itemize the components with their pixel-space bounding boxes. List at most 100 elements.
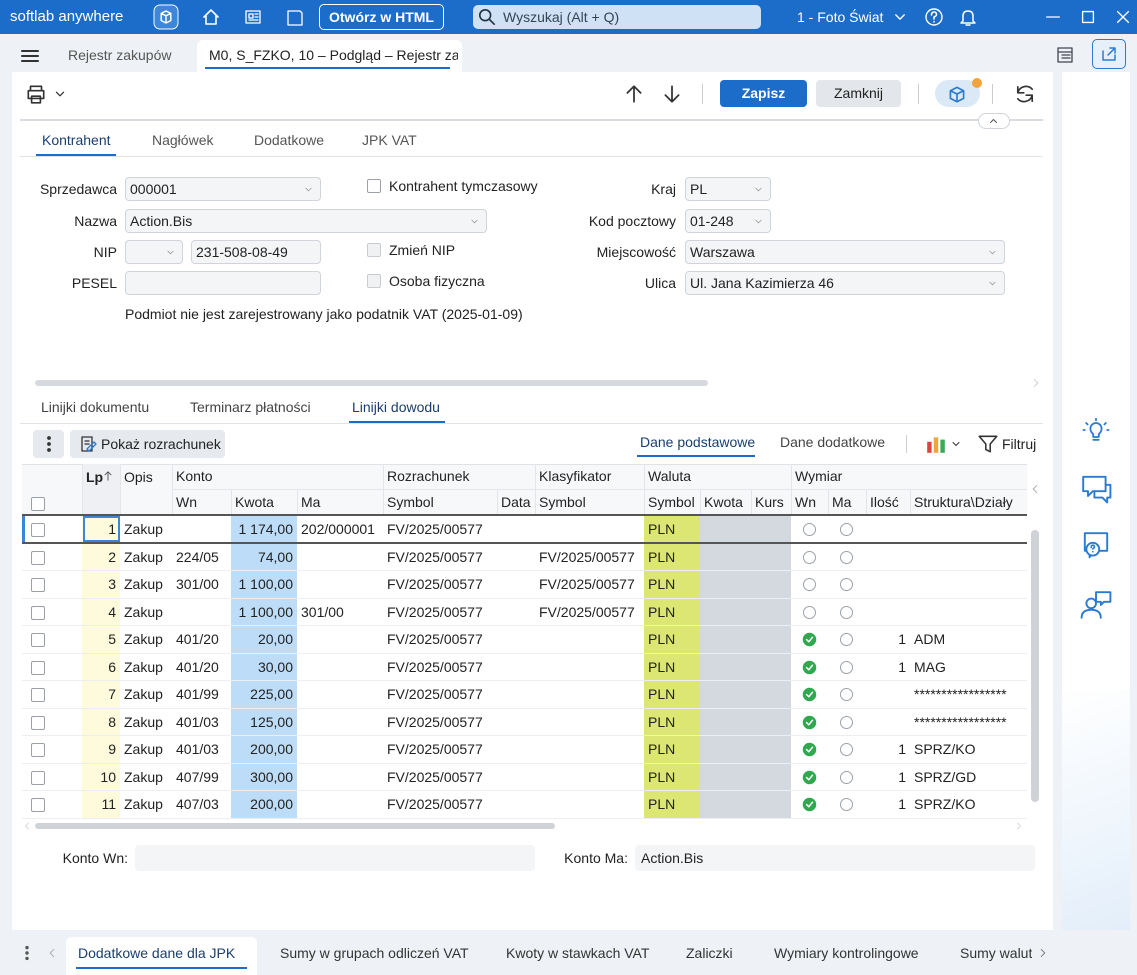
dimension-radio[interactable] bbox=[839, 742, 854, 757]
filter-button[interactable]: Filtruj bbox=[1002, 436, 1037, 452]
dimension-radio[interactable] bbox=[839, 660, 854, 675]
notifications-icon[interactable] bbox=[958, 6, 978, 28]
view-tab[interactable]: Dane dodatkowe bbox=[780, 434, 886, 450]
dimension-radio[interactable] bbox=[839, 632, 854, 647]
dimension-radio[interactable] bbox=[839, 687, 854, 702]
row-checkbox[interactable] bbox=[31, 578, 45, 592]
bottom-tab[interactable]: Wymiary kontrolingowe bbox=[762, 937, 934, 975]
save-button[interactable]: Zapisz bbox=[720, 80, 807, 107]
bottom-tab[interactable]: Sumy w grupach odliczeń VAT bbox=[268, 937, 478, 975]
dimension-radio[interactable] bbox=[802, 522, 817, 537]
select-all-checkbox[interactable] bbox=[31, 497, 45, 511]
company-selector[interactable]: 1 - Foto Świat bbox=[797, 9, 884, 25]
checkbox-label: Zmień NIP bbox=[389, 242, 456, 258]
collapse-button[interactable] bbox=[978, 113, 1010, 129]
chart-options-dropdown[interactable] bbox=[951, 439, 961, 449]
row-checkbox[interactable] bbox=[31, 715, 45, 730]
refresh-button[interactable] bbox=[1013, 82, 1037, 106]
maximize-button[interactable] bbox=[1079, 8, 1097, 26]
section-tab[interactable]: Nagłówek bbox=[152, 132, 214, 148]
bottom-scroll-left[interactable] bbox=[46, 946, 58, 960]
row-checkbox[interactable] bbox=[31, 660, 45, 675]
row-checkbox[interactable] bbox=[31, 688, 45, 702]
dimension-radio[interactable] bbox=[839, 577, 854, 592]
section-tab[interactable]: JPK VAT bbox=[362, 132, 417, 148]
help-chat-icon[interactable] bbox=[1080, 530, 1112, 562]
chart-options-button[interactable] bbox=[924, 433, 948, 455]
line-tab[interactable]: Terminarz płatności bbox=[190, 399, 311, 415]
dimension-radio[interactable] bbox=[839, 797, 854, 812]
close-button[interactable]: Zamknij bbox=[816, 80, 901, 107]
bottom-more[interactable] bbox=[18, 944, 36, 962]
show-settlement-button[interactable]: Pokaż rozrachunek bbox=[70, 430, 225, 458]
close-window-button[interactable] bbox=[1114, 8, 1132, 26]
row-checkbox[interactable] bbox=[31, 770, 45, 785]
list-settings-icon[interactable] bbox=[1055, 45, 1075, 65]
dimension-checked[interactable] bbox=[802, 687, 817, 702]
move-down-button[interactable] bbox=[661, 83, 683, 105]
dimension-radio[interactable] bbox=[802, 550, 817, 565]
row-checkbox[interactable] bbox=[31, 523, 45, 537]
row-checkbox[interactable] bbox=[31, 605, 45, 620]
row-checkbox[interactable] bbox=[31, 633, 45, 647]
chat-icon[interactable] bbox=[1080, 472, 1112, 504]
filter-icon[interactable] bbox=[977, 433, 999, 455]
nip-prefix-input[interactable] bbox=[125, 240, 183, 264]
dimension-checked[interactable] bbox=[802, 715, 817, 730]
dimension-radio[interactable] bbox=[839, 550, 854, 565]
bottom-tab[interactable]: Zaliczki bbox=[674, 937, 752, 975]
row-checkbox[interactable] bbox=[31, 550, 45, 565]
company-dropdown[interactable] bbox=[893, 10, 907, 24]
bottom-tab[interactable]: Dodatkowe dane dla JPK bbox=[66, 937, 257, 975]
menu-icon[interactable] bbox=[20, 46, 40, 66]
dimension-checked[interactable] bbox=[802, 632, 817, 647]
tips-icon[interactable] bbox=[1082, 416, 1110, 444]
form-scrollbar[interactable] bbox=[35, 380, 708, 386]
nip-input[interactable]: 231-508-08-49 bbox=[191, 240, 321, 264]
vertical-scrollbar[interactable] bbox=[1031, 530, 1039, 802]
street-input[interactable]: Ul. Jana Kazimierza 46 bbox=[685, 271, 1005, 295]
line-tab[interactable]: Linijki dowodu bbox=[352, 399, 440, 415]
dimension-checked[interactable] bbox=[802, 797, 817, 812]
section-tab[interactable]: Dodatkowe bbox=[254, 132, 325, 148]
view-tab[interactable]: Dane podstawowe bbox=[640, 434, 756, 450]
section-tab[interactable]: Kontrahent bbox=[42, 132, 111, 148]
document-tab[interactable]: M0, S_FZKO, 10 – Podgląd – Rejestr za bbox=[197, 40, 462, 72]
icon-shape bbox=[1080, 608, 1102, 619]
document-tab[interactable]: Rejestr zakupów bbox=[56, 40, 184, 72]
print-button[interactable] bbox=[24, 83, 48, 105]
dimension-radio[interactable] bbox=[802, 605, 817, 620]
city-input[interactable]: Warszawa bbox=[685, 240, 1005, 264]
row-checkbox[interactable] bbox=[31, 743, 45, 757]
horizontal-scrollbar[interactable] bbox=[35, 823, 555, 829]
country-input[interactable]: PL bbox=[685, 177, 771, 201]
line-tab[interactable]: Linijki dokumentu bbox=[41, 399, 150, 415]
help-icon[interactable] bbox=[924, 7, 944, 27]
dimension-radio[interactable] bbox=[839, 770, 854, 785]
move-up-button[interactable] bbox=[623, 83, 645, 105]
dimension-radio[interactable] bbox=[839, 605, 854, 620]
dimension-checked[interactable] bbox=[802, 742, 817, 757]
account-wn-input[interactable] bbox=[135, 845, 535, 871]
bottom-tab[interactable]: Sumy walut bbox=[948, 937, 1034, 975]
consultant-icon[interactable] bbox=[1080, 589, 1112, 621]
postal-code-input[interactable]: 01-248 bbox=[685, 209, 771, 233]
dimension-checked[interactable] bbox=[802, 770, 817, 785]
account-ma-input[interactable]: Action.Bis bbox=[635, 845, 1035, 871]
minimize-button[interactable] bbox=[1044, 8, 1062, 26]
dimension-radio[interactable] bbox=[839, 522, 854, 537]
bottom-scroll-right[interactable] bbox=[1037, 946, 1049, 960]
seller-input[interactable]: 000001 bbox=[125, 177, 321, 201]
checkbox[interactable] bbox=[367, 179, 381, 193]
search-box[interactable]: Wyszukaj (Alt + Q) bbox=[473, 5, 761, 29]
dimension-radio[interactable] bbox=[839, 715, 854, 730]
dimension-radio[interactable] bbox=[802, 577, 817, 592]
dimension-checked[interactable] bbox=[802, 660, 817, 675]
open-html-button[interactable]: Otwórz w HTML bbox=[319, 4, 444, 30]
bottom-tab[interactable]: Kwoty w stawkach VAT bbox=[494, 937, 664, 975]
row-checkbox[interactable] bbox=[31, 798, 45, 812]
name-input[interactable]: Action.Bis bbox=[125, 209, 487, 233]
icon-shape bbox=[802, 797, 816, 812]
print-dropdown[interactable] bbox=[54, 88, 66, 100]
share-button-frame[interactable] bbox=[1092, 39, 1126, 69]
